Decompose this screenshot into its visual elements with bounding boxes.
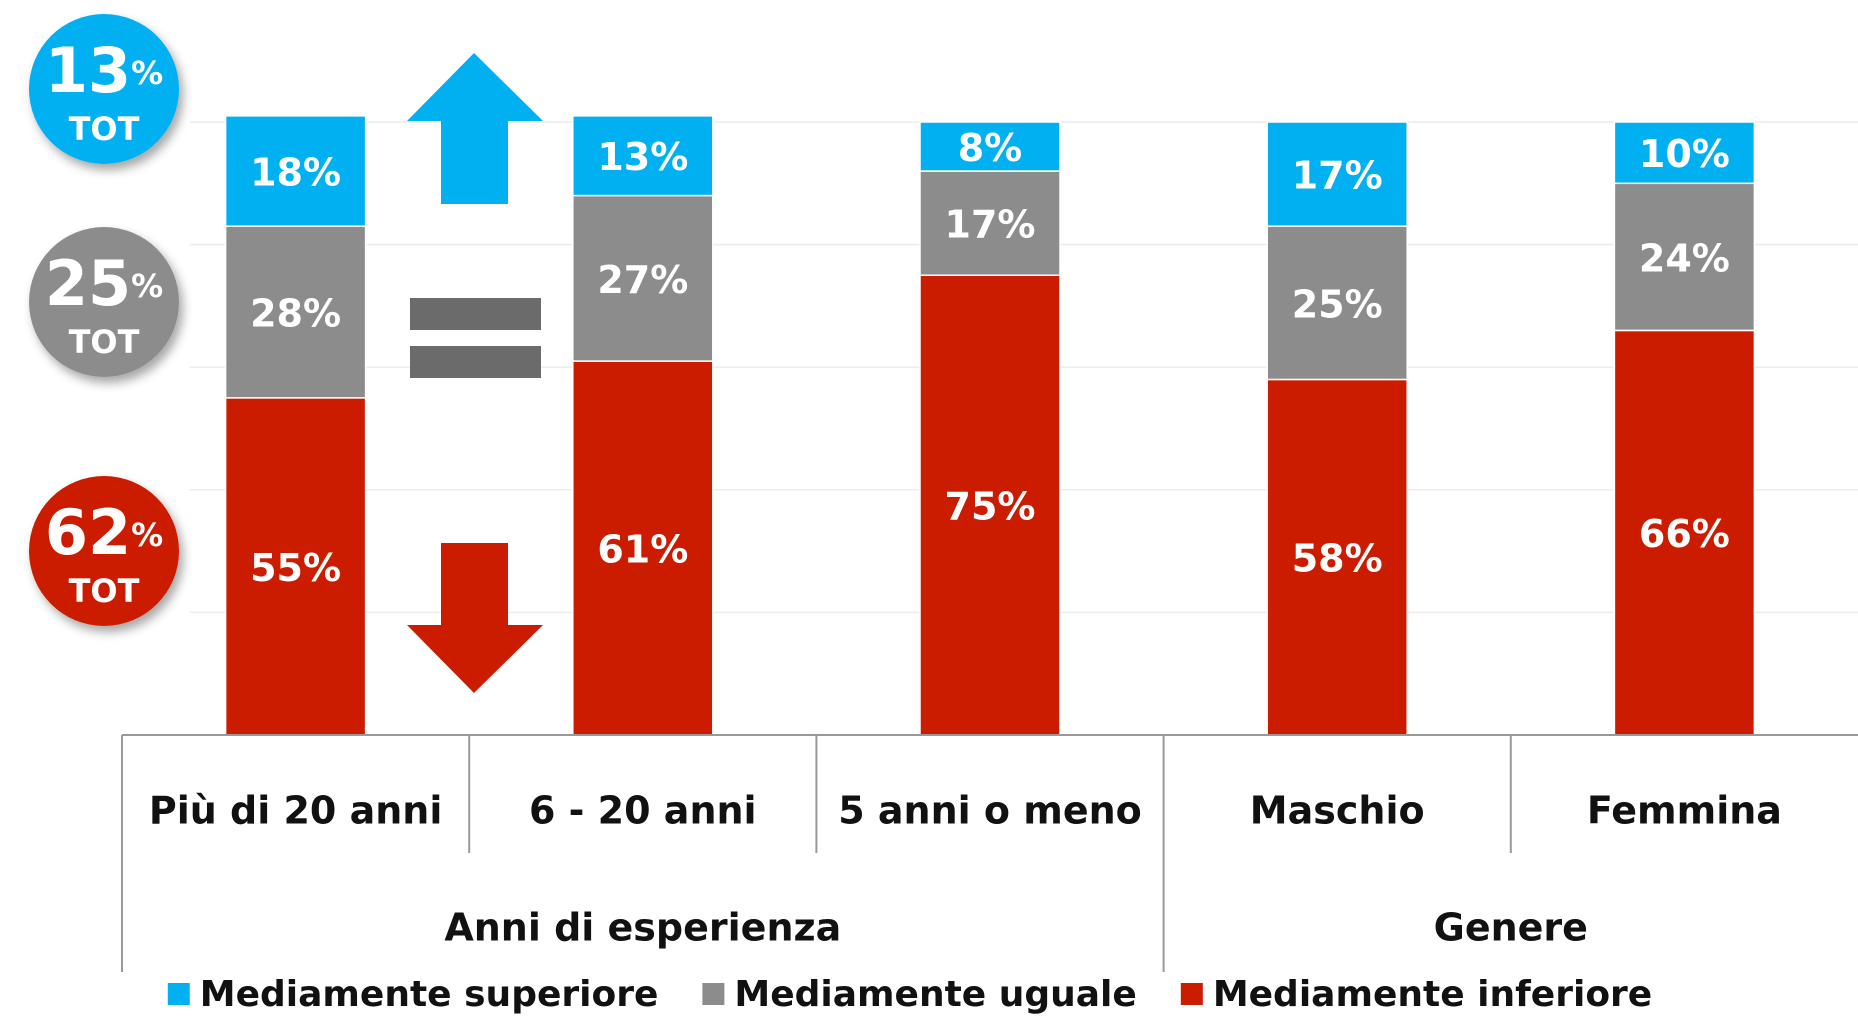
badge-label: TOT [69,323,140,361]
legend-swatch [167,983,190,1005]
badge [29,227,179,377]
value-label: 25% [1292,282,1383,326]
value-label: 10% [1639,132,1730,176]
badge-value: 13% [45,34,163,107]
legend-swatch [702,983,725,1005]
bar-segment [224,115,367,227]
bar-segment [1266,378,1408,736]
legend: Mediamente superiore Mediamente uguale Med… [167,974,1652,1015]
badge [29,14,179,164]
badge-unit: % [131,267,163,305]
badge-value: 25% [45,247,163,320]
badge-label: TOT [69,110,140,148]
bar-segment [572,194,714,362]
badge-number: 13 [45,34,131,107]
up-arrow [407,53,543,204]
bar-segment [919,274,1061,736]
legend-label: Mediamente superiore [200,974,659,1015]
value-label: 17% [945,203,1036,247]
x-tick-label: Maschio [1250,789,1425,833]
badge-number: 62 [45,496,131,569]
value-label: 66% [1639,512,1730,556]
bar-segment [1266,121,1408,227]
group-label: Genere [1434,906,1588,950]
value-label: 28% [250,292,341,336]
down-arrow [407,543,543,693]
equals-bar [410,346,541,378]
bar-segment [572,115,714,197]
equals-bar [410,298,541,330]
value-label: 58% [1292,537,1383,581]
value-label: 18% [250,151,341,195]
legend-swatch [1180,983,1203,1005]
x-tick-label: Più di 20 anni [149,789,443,833]
bar-segment [919,121,1061,172]
badge-number: 25 [45,247,131,320]
group-label: Anni di esperienza [444,906,841,950]
bar-segment [1266,225,1408,381]
bar-segment [1613,329,1756,736]
badge-unit: % [131,54,163,92]
badge-value: 62% [45,496,163,569]
value-label: 17% [1292,154,1383,198]
x-tick-label: 6 - 20 anni [529,789,757,833]
badge-label: TOT [69,572,140,610]
bar-segment [919,170,1061,276]
legend-label: Mediamente uguale [734,974,1136,1015]
x-tick-label: Femmina [1587,789,1782,833]
value-label: 55% [250,546,341,590]
badge [29,476,179,626]
value-label: 27% [597,258,688,302]
bar-segment [1613,182,1756,332]
legend-label: Mediamente inferiore [1213,974,1652,1015]
x-tick-label: 5 anni o meno [838,789,1142,833]
value-label: 13% [597,135,688,179]
value-label: 8% [958,126,1023,170]
bar-segment [1613,121,1756,185]
value-label: 61% [597,528,688,572]
badge-unit: % [131,516,163,554]
value-label: 75% [945,485,1036,529]
bar-segment [224,225,367,399]
value-label: 24% [1639,236,1730,280]
